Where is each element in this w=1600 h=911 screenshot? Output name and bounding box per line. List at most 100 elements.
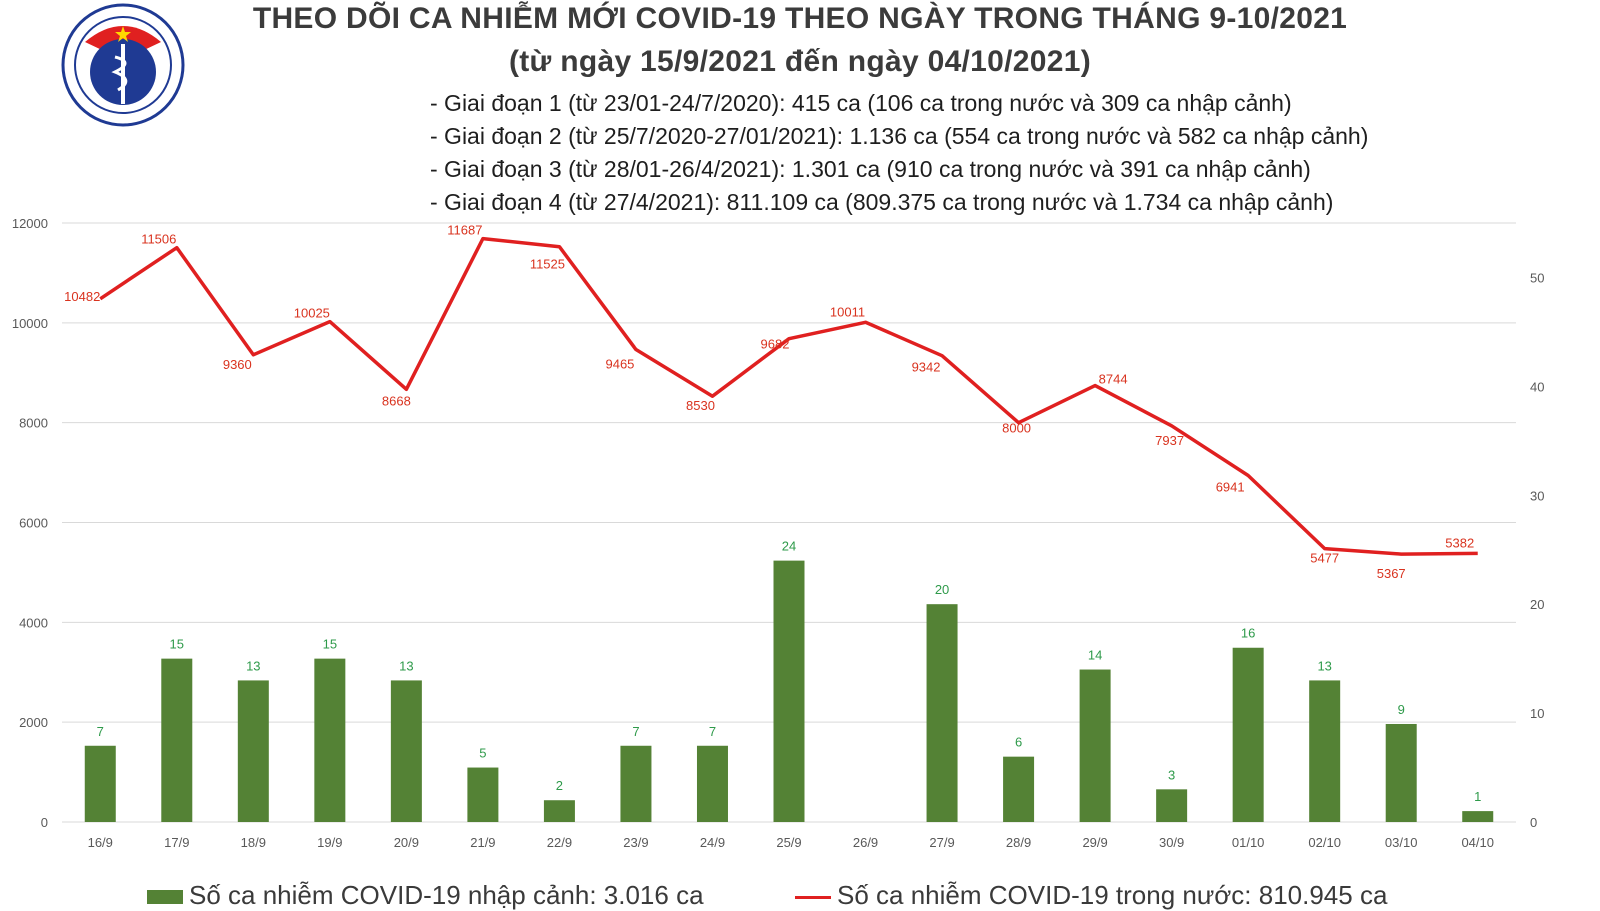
bar [1385, 723, 1417, 822]
series-line [99, 236, 1478, 556]
x-axis-tick: 02/10 [1308, 835, 1341, 850]
bar-data-label: 3 [1168, 767, 1175, 782]
bar [1079, 669, 1111, 822]
bar [620, 745, 652, 822]
line-data-label: 10011 [830, 304, 865, 319]
legend-domestic-label: Số ca nhiễm COVID-19 trong nước: 810.945… [837, 880, 1388, 910]
stage-2-summary: - Giai đoạn 2 (từ 25/7/2020-27/01/2021):… [430, 123, 1369, 149]
line-data-label: 11525 [530, 257, 565, 272]
x-axis-tick: 28/9 [1006, 835, 1031, 850]
bar [543, 800, 575, 822]
line-data-label: 6941 [1216, 480, 1245, 495]
line-data-label: 8000 [1002, 421, 1031, 436]
x-axis-tick: 19/9 [317, 835, 342, 850]
bar [1232, 647, 1264, 822]
bar-data-label: 15 [323, 637, 337, 652]
bar [1309, 680, 1341, 822]
right-axis-tick: 40 [1530, 379, 1544, 394]
line-data-label: 11687 [447, 223, 482, 238]
bar-data-label: 15 [170, 637, 184, 652]
right-axis-tick: 50 [1530, 270, 1544, 285]
line-data-label: 10025 [294, 306, 330, 321]
line-data-label: 10482 [64, 289, 100, 304]
line-data-label: 5382 [1445, 535, 1474, 550]
bar [390, 680, 422, 822]
x-axis-tick: 23/9 [623, 835, 648, 850]
x-axis-tick: 26/9 [853, 835, 878, 850]
legend-item-imported: Số ca nhiễm COVID-19 nhập cảnh: 3.016 ca [147, 880, 704, 911]
bar-data-label: 14 [1088, 648, 1102, 663]
right-axis-tick: 20 [1530, 597, 1544, 612]
bar-data-label: 13 [246, 658, 260, 673]
chart-title: THEO DÕI CA NHIỄM MỚI COVID-19 THEO NGÀY… [252, 2, 1348, 35]
line-data-label: 8668 [382, 393, 411, 408]
legend-line-swatch [795, 895, 831, 899]
line-data-label: 9342 [912, 360, 941, 375]
left-axis-tick: 12000 [12, 216, 48, 231]
bar-data-label: 6 [1015, 735, 1022, 750]
stage-1-summary: - Giai đoạn 1 (từ 23/01-24/7/2020): 415 … [430, 90, 1292, 116]
chart-subtitle: (từ ngày 15/9/2021 đến ngày 04/10/2021) [508, 45, 1092, 78]
stage-3-summary: - Giai đoạn 3 (từ 28/01-26/4/2021): 1.30… [430, 156, 1311, 182]
bar-data-label: 9 [1398, 702, 1405, 717]
bar-data-label: 20 [935, 582, 949, 597]
x-axis-tick: 30/9 [1159, 835, 1184, 850]
line-data-label: 11506 [141, 232, 176, 247]
x-axis-tick: 16/9 [88, 835, 113, 850]
x-axis-tick: 21/9 [470, 835, 495, 850]
bar-data-label: 24 [782, 539, 796, 554]
left-axis-tick: 0 [41, 815, 48, 830]
left-axis-tick: 10000 [12, 316, 48, 331]
line-data-label: 7937 [1155, 433, 1184, 448]
line-data-label: 9465 [605, 357, 634, 372]
bar-data-label: 13 [399, 658, 413, 673]
x-axis-tick: 01/10 [1232, 835, 1265, 850]
bar-data-label: 7 [97, 724, 104, 739]
legend-item-domestic: Số ca nhiễm COVID-19 trong nước: 810.945… [795, 880, 1387, 911]
x-axis-tick: 18/9 [241, 835, 266, 850]
bar [314, 658, 346, 822]
bar [1156, 789, 1188, 822]
bar-data-label: 1 [1474, 789, 1481, 804]
x-axis-tick: 20/9 [394, 835, 419, 850]
bar-data-label: 5 [479, 746, 486, 761]
bar [467, 767, 499, 822]
left-axis-tick: 4000 [19, 615, 48, 630]
legend-bar-swatch [147, 890, 183, 905]
left-axis-tick: 6000 [19, 516, 48, 531]
x-axis-tick: 04/10 [1461, 835, 1494, 850]
bar [161, 658, 193, 822]
x-axis-tick: 17/9 [164, 835, 189, 850]
bar-data-label: 13 [1317, 658, 1331, 673]
x-axis-tick: 22/9 [547, 835, 572, 850]
stage-4-summary: - Giai đoạn 4 (từ 27/4/2021): 811.109 ca… [430, 189, 1334, 215]
right-axis-tick: 30 [1530, 488, 1544, 503]
legend-imported-label: Số ca nhiễm COVID-19 nhập cảnh: 3.016 ca [189, 880, 704, 910]
bar [696, 745, 728, 822]
line-data-label: 5477 [1310, 551, 1339, 566]
line-data-label: 9682 [761, 337, 790, 352]
bar-data-label: 7 [709, 724, 716, 739]
x-axis-tick: 25/9 [776, 835, 801, 850]
left-axis-tick: 8000 [19, 416, 48, 431]
x-axis-tick: 03/10 [1385, 835, 1418, 850]
bar [237, 680, 269, 822]
ministry-of-health-logo [61, 3, 185, 127]
bar-data-label: 7 [632, 724, 639, 739]
bar-data-label: 2 [556, 778, 563, 793]
x-axis-tick: 29/9 [1082, 835, 1107, 850]
line-data-label: 8744 [1099, 372, 1128, 387]
bar-data-label: 16 [1241, 626, 1255, 641]
right-axis-tick: 10 [1530, 706, 1544, 721]
line-data-label: 9360 [223, 357, 252, 372]
bar [1462, 811, 1494, 822]
left-axis-tick: 2000 [19, 715, 48, 730]
x-axis-tick: 24/9 [700, 835, 725, 850]
bar [926, 604, 958, 822]
x-axis-tick: 27/9 [929, 835, 954, 850]
line-data-label: 5367 [1377, 566, 1406, 581]
right-axis-tick: 0 [1530, 815, 1537, 830]
bar [84, 745, 116, 822]
line-data-label: 8530 [686, 398, 715, 413]
